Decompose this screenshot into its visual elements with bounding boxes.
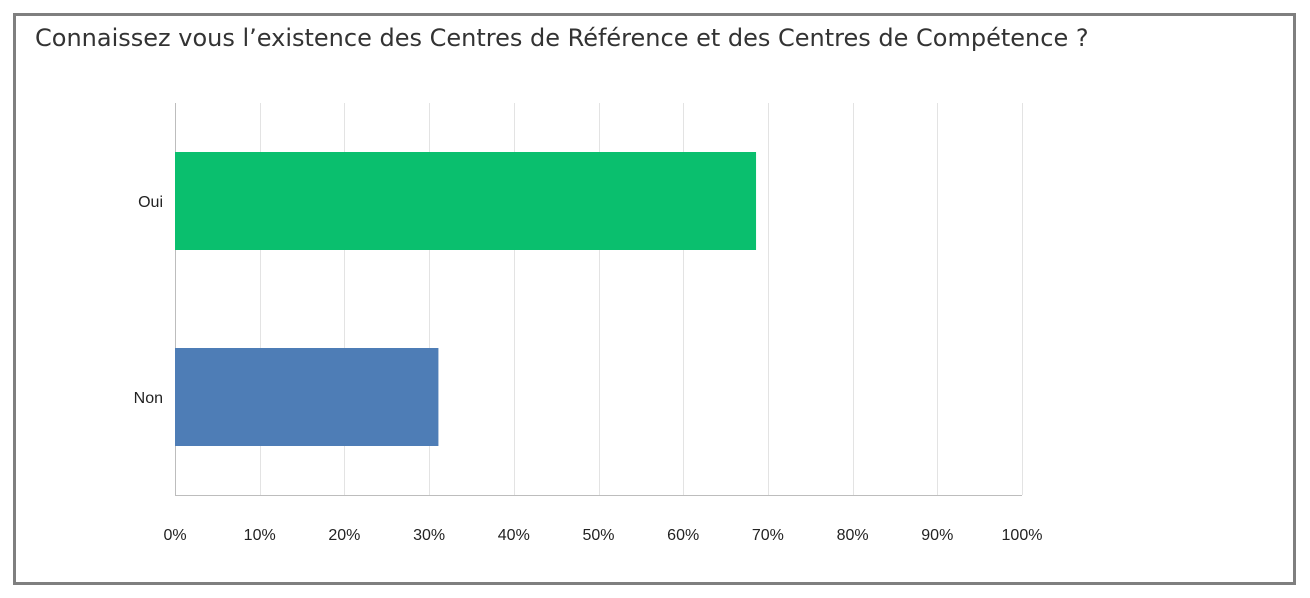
x-tick-label: 0%: [163, 527, 186, 544]
x-tick-label: 10%: [244, 527, 276, 544]
bar-oui: [175, 152, 757, 250]
x-tick-label: 30%: [413, 527, 445, 544]
x-tick-label: 70%: [752, 527, 784, 544]
x-tick-label: 20%: [328, 527, 360, 544]
category-label: Non: [134, 390, 163, 407]
x-tick-label: 40%: [498, 527, 530, 544]
x-tick-label: 50%: [582, 527, 614, 544]
bar-non: [175, 348, 439, 446]
chart-title: Connaissez vous l’existence des Centres …: [35, 24, 1089, 52]
chart-frame: [13, 13, 1296, 585]
x-tick-label: 100%: [1002, 527, 1043, 544]
x-tick-label: 60%: [667, 527, 699, 544]
x-tick-label: 80%: [837, 527, 869, 544]
x-tick-label: 90%: [921, 527, 953, 544]
category-label: Oui: [138, 194, 163, 211]
